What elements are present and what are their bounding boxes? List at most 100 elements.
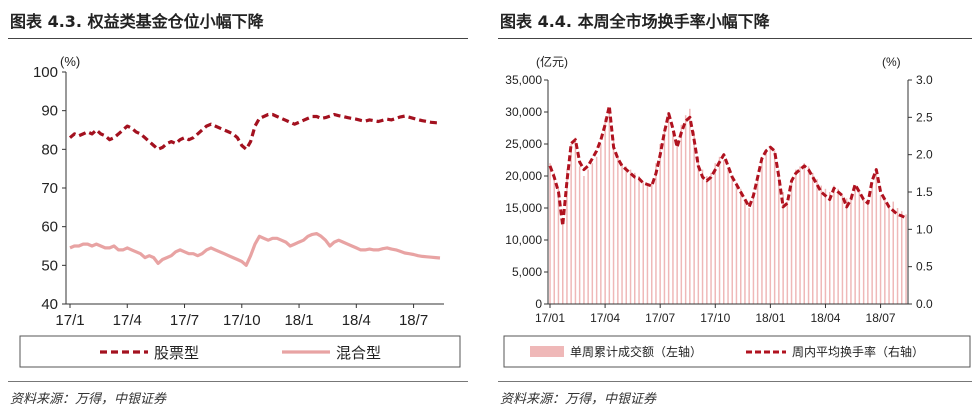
weekly-volume-bar — [706, 176, 708, 304]
weekly-volume-bar — [841, 195, 844, 304]
weekly-volume-bar — [672, 131, 674, 304]
weekly-volume-bar — [697, 156, 700, 304]
weekly-volume-bar — [684, 115, 687, 304]
weekly-volume-bar — [566, 169, 568, 304]
weekly-volume-bar — [862, 198, 865, 304]
right-chart-svg: (亿元) (%) 0 5,000 10,000 15,000 20,000 25,000 30,… — [503, 54, 971, 368]
x-tick-label: 17/04 — [590, 311, 620, 325]
weekly-volume-bar — [824, 188, 827, 304]
weekly-volume-bar — [769, 147, 772, 304]
right-source-rule — [498, 381, 972, 382]
weekly-volume-bar — [557, 188, 560, 304]
weekly-volume-bar — [595, 156, 598, 304]
legend-label-turnover: 周内平均换手率（右轴） — [792, 344, 924, 359]
weekly-volume-bar — [829, 192, 831, 304]
weekly-volume-bar — [858, 192, 861, 304]
left-source-rule — [8, 381, 468, 382]
x-tick-label: 17/1 — [55, 312, 84, 329]
weekly-volume-bar — [731, 176, 733, 304]
weekly-volume-bar — [892, 201, 894, 304]
left-y-tick-label: 10,000 — [505, 233, 542, 247]
weekly-volume-bar — [871, 185, 873, 304]
left-y-tick-label: 20,000 — [505, 169, 542, 183]
y-tick-label: 60 — [41, 219, 58, 236]
right-title-rule — [498, 38, 972, 39]
weekly-volume-bar — [812, 172, 814, 304]
weekly-volume-bar — [600, 144, 602, 304]
y-tick-label: 50 — [41, 257, 58, 274]
left-y-tick-label: 35,000 — [505, 73, 542, 87]
right-y-tick-label: 0.0 — [916, 297, 933, 311]
weekly-volume-bar — [659, 144, 661, 304]
weekly-volume-bar — [773, 150, 776, 304]
weekly-volume-bar — [905, 214, 907, 304]
weekly-volume-bar — [621, 163, 623, 304]
legend-box — [19, 335, 461, 368]
weekly-volume-bar — [570, 144, 572, 304]
weekly-volume-bar — [807, 166, 810, 304]
weekly-volume-bar — [820, 185, 822, 304]
left-y-axis-unit: (亿元) — [536, 54, 568, 69]
weekly-volume-bar — [879, 195, 882, 304]
weekly-volume-bar — [693, 131, 695, 304]
x-tick-label: 18/04 — [810, 311, 840, 325]
weekly-volume-bar — [884, 198, 886, 304]
x-tick-label: 17/01 — [535, 311, 565, 325]
right-chart-title: 图表 4.4. 本周全市场换手率小幅下降 — [500, 12, 770, 31]
x-tick-label: 17/07 — [645, 311, 675, 325]
legend-label-hybrid: 混合型 — [336, 345, 381, 362]
weekly-volume-bar — [638, 176, 640, 304]
weekly-volume-bar — [612, 137, 615, 304]
right-y-tick-label: 2.0 — [916, 148, 933, 162]
weekly-volume-bar — [651, 182, 653, 304]
y-tick-label: 70 — [41, 180, 58, 197]
right-y-axis-unit: (%) — [882, 55, 901, 69]
weekly-volume-bar — [854, 185, 856, 304]
weekly-volume-bar — [663, 128, 666, 304]
legend-label-equity: 股票型 — [154, 345, 199, 362]
weekly-volume-bar — [553, 172, 555, 304]
x-tick-label: 18/4 — [342, 312, 371, 329]
weekly-volume-bar — [608, 108, 611, 304]
weekly-volume-bar — [795, 169, 797, 304]
weekly-volume-bar — [629, 169, 632, 304]
weekly-volume-bar — [714, 163, 716, 304]
weekly-volume-bar — [816, 179, 818, 304]
weekly-volume-bar — [875, 169, 878, 304]
left-chart-svg: (%) 40 50 60 70 80 90 100 17/1 17/4 17/7 17/10 18/1 1… — [19, 54, 461, 368]
legend-box — [503, 335, 971, 368]
turnover-rate-line — [548, 104, 907, 228]
right-source-note: 资料来源：万得，中银证券 — [500, 392, 657, 407]
y-tick-label: 100 — [33, 64, 58, 81]
weekly-volume-bar — [710, 172, 712, 304]
weekly-volume-bar — [803, 163, 805, 304]
x-tick-label: 18/1 — [284, 312, 313, 329]
hybrid-fund-position-line — [69, 232, 441, 267]
weekly-volume-bar — [642, 182, 644, 304]
weekly-volume-bar — [790, 182, 793, 304]
right-chart-panel: 图表 4.4. 本周全市场换手率小幅下降 (亿元) (%) 0 5,000 10,000… — [490, 0, 980, 416]
legend-label-volume: 单周累计成交额（左轴） — [570, 344, 702, 359]
x-tick-label: 17/7 — [170, 312, 199, 329]
weekly-volume-bar — [761, 163, 763, 304]
weekly-volume-bar — [680, 124, 683, 304]
left-y-tick-label: 15,000 — [505, 201, 542, 215]
weekly-volume-bar — [591, 163, 594, 304]
weekly-volume-bar — [786, 201, 789, 304]
weekly-volume-bar — [744, 201, 746, 304]
y-tick-label: 90 — [41, 103, 58, 120]
weekly-volume-bar — [727, 169, 729, 304]
x-tick-label: 18/7 — [399, 312, 428, 329]
weekly-volume-bar — [752, 195, 755, 304]
weekly-volume-bar — [740, 188, 742, 304]
weekly-volume-bar — [701, 169, 704, 304]
weekly-volume-bar — [867, 201, 869, 304]
weekly-volume-bar — [778, 169, 780, 304]
weekly-volume-bar — [896, 208, 899, 304]
left-y-tick-label: 5,000 — [512, 265, 542, 279]
legend-swatch-volume — [530, 346, 564, 357]
weekly-volume-bar — [765, 150, 767, 304]
weekly-volume-bar — [850, 195, 852, 304]
weekly-volume-bar — [634, 172, 636, 304]
left-y-tick-label: 0 — [535, 297, 542, 311]
